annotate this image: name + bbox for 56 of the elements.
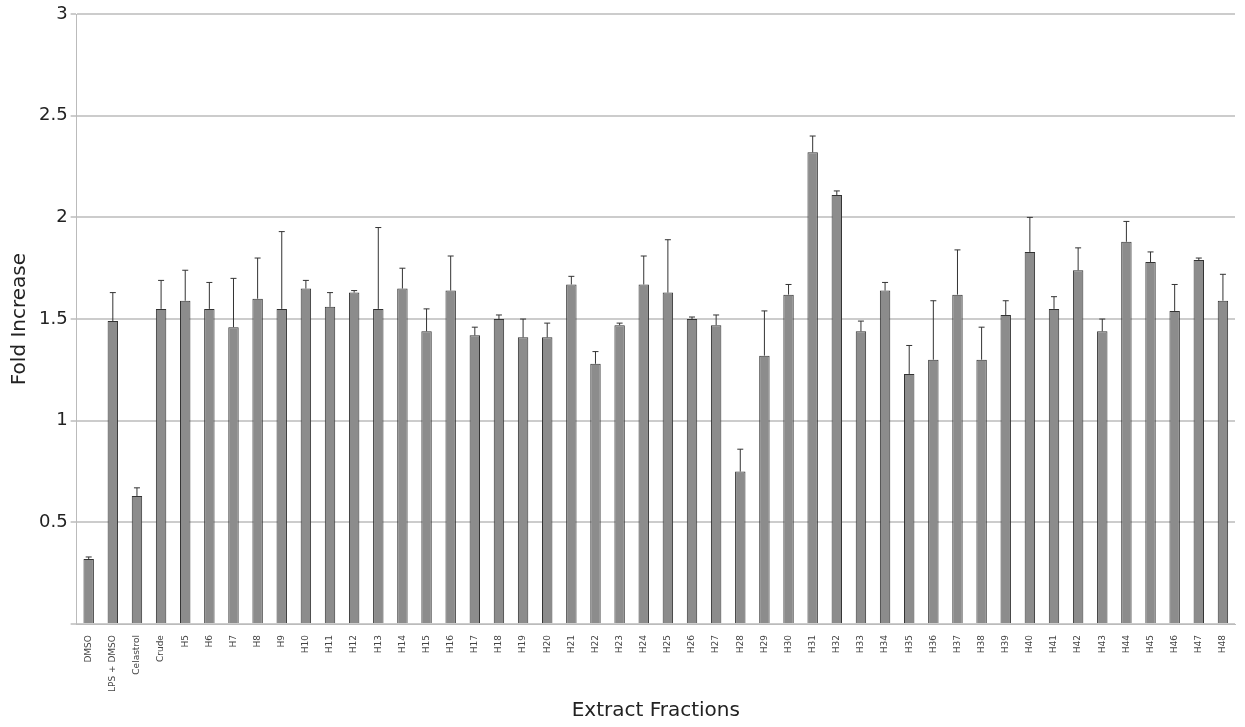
x-tick-label: H14 [396, 634, 407, 654]
x-tick-label: H8 [251, 634, 262, 648]
x-tick-label: H26 [686, 634, 697, 654]
x-tick-label: DMSO [83, 635, 94, 663]
x-tick-label: H16 [445, 634, 456, 654]
x-tick-label: H39 [1000, 634, 1011, 654]
x-tick-label: H42 [1072, 635, 1083, 654]
x-tick-label: H27 [710, 635, 721, 654]
x-axis-title: Extract Fractions [571, 697, 740, 722]
y-tick-label: 2 [56, 205, 68, 227]
y-axis-title: Fold Increase [6, 252, 31, 386]
x-tick-label: H11 [324, 635, 335, 654]
x-tick-label: H31 [807, 635, 818, 654]
x-tick-label: H23 [613, 635, 624, 654]
y-tick-label: 0.5 [38, 510, 68, 532]
x-tick-label: H6 [203, 634, 214, 648]
x-tick-label: H44 [1120, 634, 1131, 654]
x-tick-label: H43 [1096, 635, 1107, 654]
x-tick-label: H19 [517, 634, 528, 654]
x-tick-label: H38 [975, 634, 986, 654]
x-tick-label: H34 [879, 634, 890, 654]
x-tick-label: H30 [782, 634, 793, 654]
y-tick-label: 3 [56, 1, 68, 23]
x-tick-label: H5 [179, 635, 190, 648]
x-tick-label: H17 [469, 635, 480, 654]
x-tick-label: H18 [493, 634, 504, 654]
x-tick-label: H22 [589, 635, 600, 654]
x-tick-label: H21 [565, 635, 576, 654]
x-tick-label: H10 [300, 634, 311, 654]
y-tick-label: 1.5 [38, 306, 68, 328]
x-tick-label: H12 [348, 635, 359, 654]
x-tick-label: H45 [1144, 635, 1155, 654]
x-tick-label: H24 [638, 634, 649, 654]
x-tick-label: H29 [758, 634, 769, 654]
x-tick-label: H36 [927, 634, 938, 654]
x-tick-label: LPS + DMSO [107, 635, 118, 693]
x-tick-label: H41 [1048, 635, 1059, 654]
x-tick-label: H48 [1217, 634, 1228, 654]
x-tick-label: Crude [155, 634, 166, 663]
x-tick-label: H7 [227, 635, 238, 648]
x-tick-label: H28 [734, 634, 745, 654]
x-tick-label: H25 [662, 635, 673, 654]
x-tick-label: H37 [951, 635, 962, 654]
x-tick-label: H35 [903, 635, 914, 654]
y-tick-label: 2.5 [38, 103, 68, 125]
x-tick-label: H13 [372, 635, 383, 654]
x-tick-label: H47 [1193, 635, 1204, 654]
x-tick-label: H9 [276, 634, 287, 648]
x-tick-label: H40 [1024, 634, 1035, 654]
x-tick-label: H20 [541, 634, 552, 654]
y-tick-label: 1 [56, 408, 68, 430]
x-tick-label: H15 [420, 635, 431, 654]
x-tick-label: H33 [855, 635, 866, 654]
x-tick-label: H32 [831, 635, 842, 654]
x-tick-label: H46 [1169, 634, 1180, 654]
x-tick-label: Celastrol [131, 635, 142, 675]
